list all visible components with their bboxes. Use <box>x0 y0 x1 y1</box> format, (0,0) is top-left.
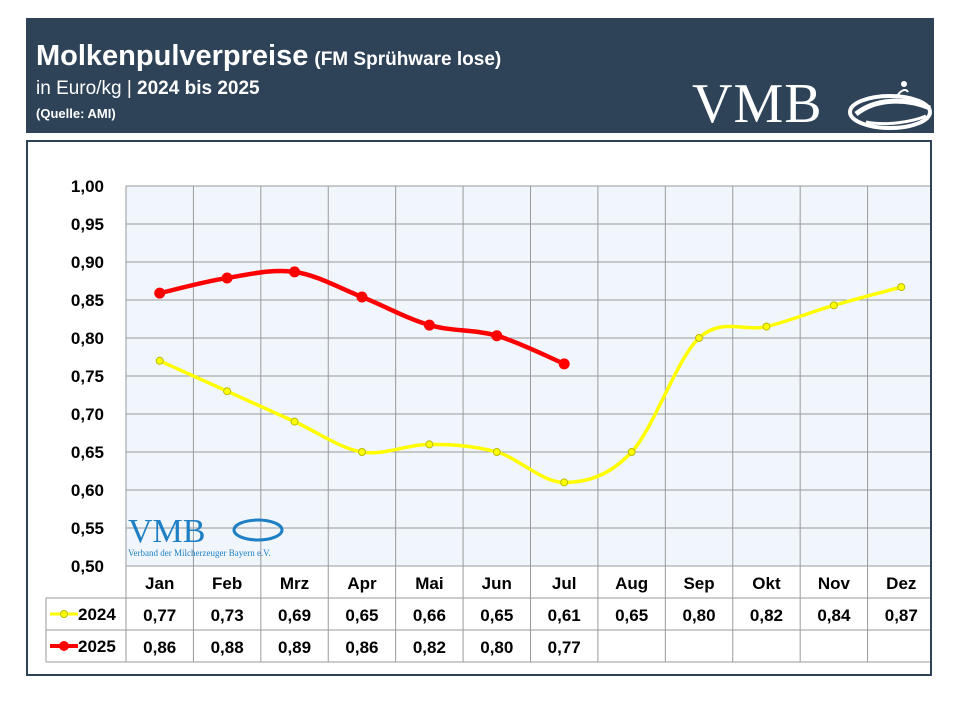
title-line: Molkenpulverpreise (FM Sprühware lose) <box>36 40 501 73</box>
chart-subtitle: (FM Sprühware lose) <box>314 49 502 70</box>
series-lines <box>154 266 906 487</box>
data-label-2025: 0,80 <box>480 638 513 657</box>
watermark-tagline: Verband der Milcherzeuger Bayern e.V. <box>128 548 271 558</box>
watermark-vmb-text: VMB <box>128 513 205 550</box>
watermark-logo: VMB Verband der Milcherzeuger Bayern e.V… <box>128 513 284 558</box>
data-point-2024 <box>627 448 636 456</box>
data-label-2024: 0,87 <box>885 606 918 625</box>
data-label-2024: 0,61 <box>548 606 581 625</box>
y-tick-label: 0,60 <box>71 481 104 500</box>
data-point-2025 <box>356 291 368 303</box>
data-label-2024: 0,73 <box>211 606 244 625</box>
line-chart: VMB Verband der Milcherzeuger Bayern e.V… <box>45 177 930 663</box>
unit-label: in Euro/kg | <box>36 78 132 99</box>
source-note: (Quelle: AMI) <box>36 106 116 121</box>
data-point-2024 <box>695 334 704 342</box>
x-category-label: Aug <box>615 574 648 593</box>
y-tick-label: 0,90 <box>71 253 104 272</box>
data-label-2025: 0,88 <box>211 638 244 657</box>
y-tick-label: 0,50 <box>71 557 104 576</box>
x-category-label: Mrz <box>280 574 309 593</box>
data-point-2024 <box>357 448 366 456</box>
data-point-2024 <box>223 387 232 396</box>
unit-line: in Euro/kg | 2024 bis 2025 <box>36 78 260 100</box>
legend-marker-2025 <box>59 641 69 651</box>
x-category-label: Apr <box>347 574 377 593</box>
data-label-2024: 0,65 <box>345 606 378 625</box>
data-point-2024 <box>560 478 569 487</box>
data-label-2025: 0,77 <box>548 638 581 657</box>
data-point-2024 <box>762 322 771 331</box>
data-label-2025: 0,86 <box>143 638 176 657</box>
y-axis-ticks: 0,50 0,55 0,60 0,65 0,70 0,75 0,80 0,85 0,90 0,95… <box>71 177 104 576</box>
year-range: 2024 bis 2025 <box>137 78 260 99</box>
data-label-2024: 0,65 <box>615 606 648 625</box>
data-label-2024: 0,82 <box>750 606 783 625</box>
y-tick-label: 0,55 <box>71 519 104 538</box>
data-point-2024 <box>155 356 164 365</box>
data-point-2025 <box>289 266 301 278</box>
data-label-2024: 0,84 <box>817 606 851 625</box>
x-category-label: Jan <box>145 574 174 593</box>
x-category-label: Sep <box>683 574 714 593</box>
x-category-label: Okt <box>752 574 781 593</box>
data-label-2024: 0,66 <box>413 606 446 625</box>
data-label-2025: 0,86 <box>345 638 378 657</box>
watermark-swoosh-icon <box>232 518 284 542</box>
chart-frame: VMB Verband der Milcherzeuger Bayern e.V… <box>26 140 932 676</box>
y-tick-label: 1,00 <box>71 177 104 196</box>
data-table: Jan Feb Mrz Apr Mai Jun Jul Aug Sep Okt Nov Dez 2024… <box>45 565 930 663</box>
data-point-2025 <box>154 287 166 299</box>
data-label-2024: 0,65 <box>480 606 513 625</box>
data-point-2024 <box>492 448 501 456</box>
y-tick-label: 0,95 <box>71 215 104 234</box>
data-label-2025: 0,82 <box>413 638 446 657</box>
x-category-label: Nov <box>818 574 851 593</box>
data-point-2024 <box>425 440 434 449</box>
x-category-label: Jun <box>482 574 512 593</box>
x-category-label: Dez <box>886 574 916 593</box>
data-point-2025 <box>221 272 233 284</box>
chart-title: Molkenpulverpreise <box>36 40 309 72</box>
y-tick-label: 0,85 <box>71 291 104 310</box>
data-point-2025 <box>558 358 570 370</box>
data-point-2024 <box>290 417 299 426</box>
legend-label-2024: 2024 <box>78 605 116 624</box>
vmb-logo-swoosh-icon <box>848 81 932 130</box>
y-tick-label: 0,65 <box>71 443 104 462</box>
y-tick-label: 0,75 <box>71 367 104 386</box>
data-point-2024 <box>897 283 906 292</box>
vmb-logo-text: VMB <box>692 73 823 135</box>
data-label-2025: 0,89 <box>278 638 311 657</box>
data-point-2024 <box>829 301 838 310</box>
data-point-2025 <box>491 330 503 342</box>
x-category-label: Jul <box>552 574 577 593</box>
data-label-2024: 0,80 <box>682 606 715 625</box>
data-point-2025 <box>423 319 435 331</box>
legend-marker-2024 <box>60 610 68 618</box>
chart-header: Molkenpulverpreise (FM Sprühware lose) in… <box>26 18 934 133</box>
x-category-label: Mai <box>415 574 443 593</box>
y-tick-label: 0,70 <box>71 405 104 424</box>
data-label-2024: 0,69 <box>278 606 311 625</box>
x-category-label: Feb <box>212 574 242 593</box>
y-tick-label: 0,80 <box>71 329 104 348</box>
legend-label-2025: 2025 <box>78 637 116 656</box>
data-label-2024: 0,77 <box>143 606 176 625</box>
